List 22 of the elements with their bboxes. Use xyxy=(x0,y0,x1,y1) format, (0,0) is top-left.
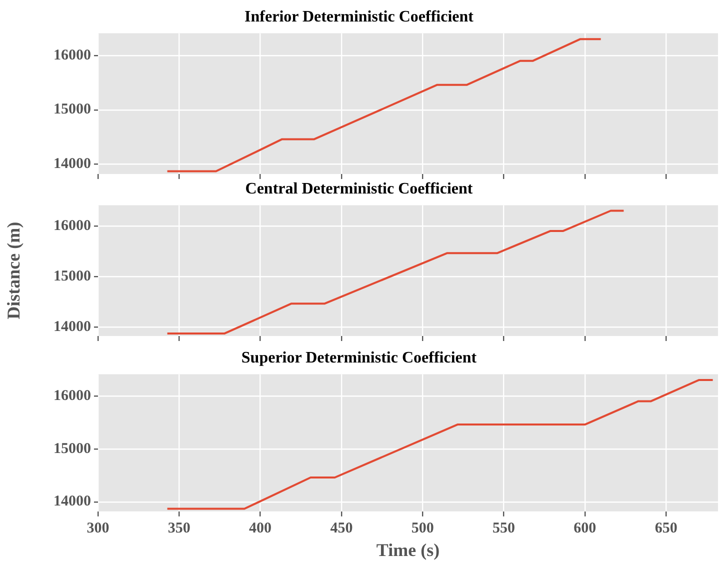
x-tick-label: 400 xyxy=(249,520,272,536)
y-axis-title: Distance (m) xyxy=(3,222,24,320)
chart-title: Superior Deterministic Coefficient xyxy=(241,350,478,367)
y-tick-label: 15000 xyxy=(54,268,91,284)
y-tick-label: 14000 xyxy=(54,494,91,510)
y-tick-label: 16000 xyxy=(54,47,91,64)
x-axis-title: Time (s) xyxy=(376,540,440,560)
chart-title: Central Deterministic Coefficient xyxy=(245,180,474,198)
y-tick-label: 15000 xyxy=(54,102,91,118)
x-tick-label: 600 xyxy=(574,520,596,536)
y-tick-label: 14000 xyxy=(54,318,91,335)
y-tick-label: 16000 xyxy=(54,388,91,404)
x-tick-label: 450 xyxy=(330,520,353,536)
y-tick-label: 14000 xyxy=(54,156,91,172)
x-tick-label: 350 xyxy=(168,520,190,536)
y-tick-label: 15000 xyxy=(54,440,91,457)
chart-title: Inferior Deterministic Coefficient xyxy=(244,8,474,26)
x-tick-label: 650 xyxy=(654,520,678,536)
x-tick-label: 500 xyxy=(411,520,434,536)
x-tick-label: 550 xyxy=(492,520,516,536)
x-tick-label: 300 xyxy=(86,520,110,536)
y-tick-label: 16000 xyxy=(54,218,91,234)
